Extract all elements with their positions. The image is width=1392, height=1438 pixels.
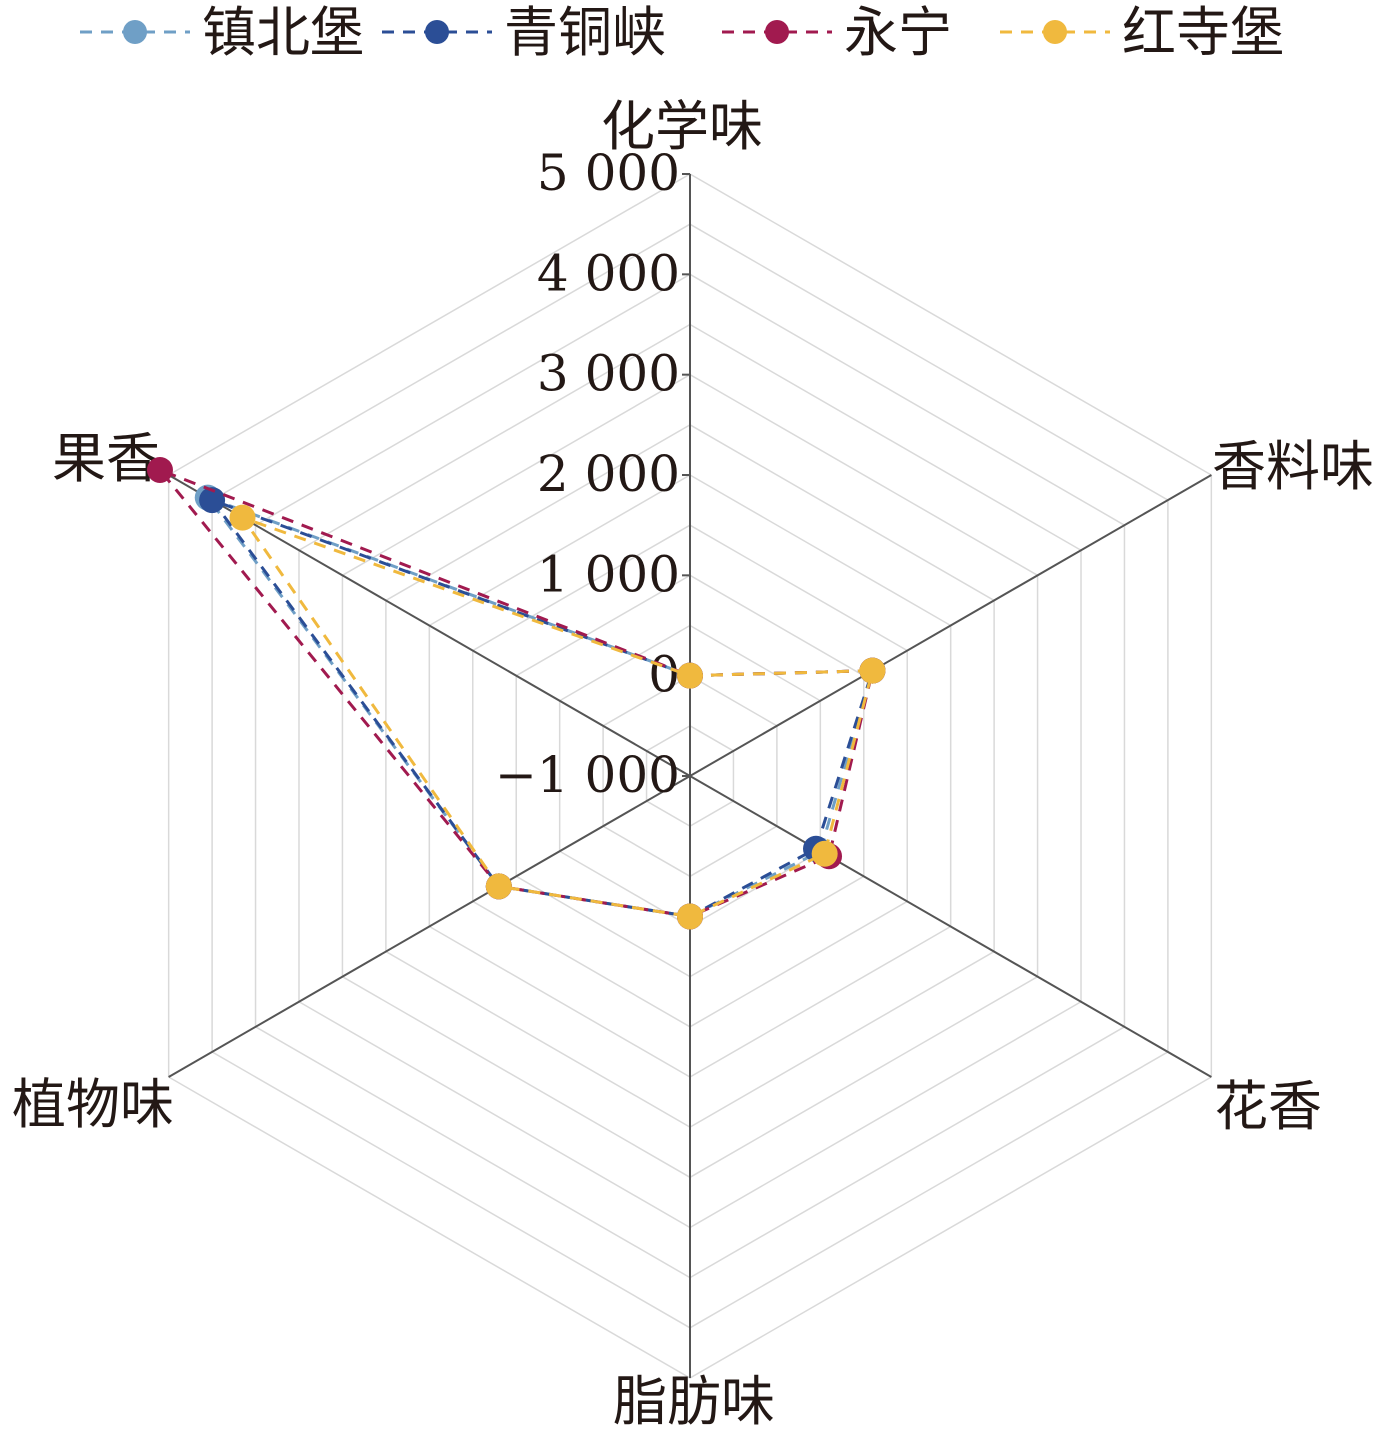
axis-spoke (689, 474, 1212, 777)
axis-label: 化学味 (601, 95, 763, 158)
axis-spoke (168, 474, 691, 777)
tick-label: 4 000 (537, 244, 680, 302)
axis-label: 脂肪味 (613, 1370, 775, 1433)
legend-item: 青铜峡 (382, 1, 666, 64)
legend-label: 永宁 (844, 1, 952, 64)
data-point (229, 504, 256, 531)
tick-label: 0 (648, 646, 680, 704)
data-point (811, 840, 838, 867)
axis-spoke (168, 775, 691, 1078)
series-红寺堡 (229, 504, 886, 930)
legend-label: 红寺堡 (1122, 1, 1284, 64)
data-point (677, 903, 703, 930)
legend-marker (123, 20, 147, 44)
legend-marker (425, 20, 449, 44)
tick-label: 2 000 (537, 445, 680, 503)
data-point (199, 487, 226, 514)
legend-marker (1043, 20, 1067, 44)
legend-label: 镇北堡 (202, 1, 364, 64)
axis-label: 植物味 (12, 1073, 174, 1136)
tick-label: −1 000 (495, 746, 680, 804)
data-point (859, 657, 886, 684)
legend: 镇北堡 青铜峡 永宁 红寺堡 (80, 1, 1284, 64)
axis-label: 香料味 (1212, 435, 1374, 498)
legend-label: 青铜峡 (504, 1, 666, 64)
tick-label: 3 000 (537, 345, 680, 403)
data-point (677, 662, 703, 689)
legend-item: 镇北堡 (80, 1, 364, 64)
data-point (485, 873, 512, 900)
tick-label: 1 000 (537, 545, 680, 603)
tick-label: 5 000 (537, 144, 680, 202)
legend-marker (765, 20, 789, 44)
series-layer (146, 456, 886, 930)
axis-spoke (689, 775, 1212, 1078)
data-point (146, 456, 173, 483)
legend-item: 红寺堡 (1000, 1, 1284, 64)
radial-tick-labels: −1 000 0 1 000 2 000 3 000 4 000 5 000 (495, 144, 690, 804)
axis-label: 果香 (52, 427, 160, 490)
legend-item: 永宁 (722, 1, 952, 64)
axis-label: 花香 (1214, 1075, 1322, 1138)
